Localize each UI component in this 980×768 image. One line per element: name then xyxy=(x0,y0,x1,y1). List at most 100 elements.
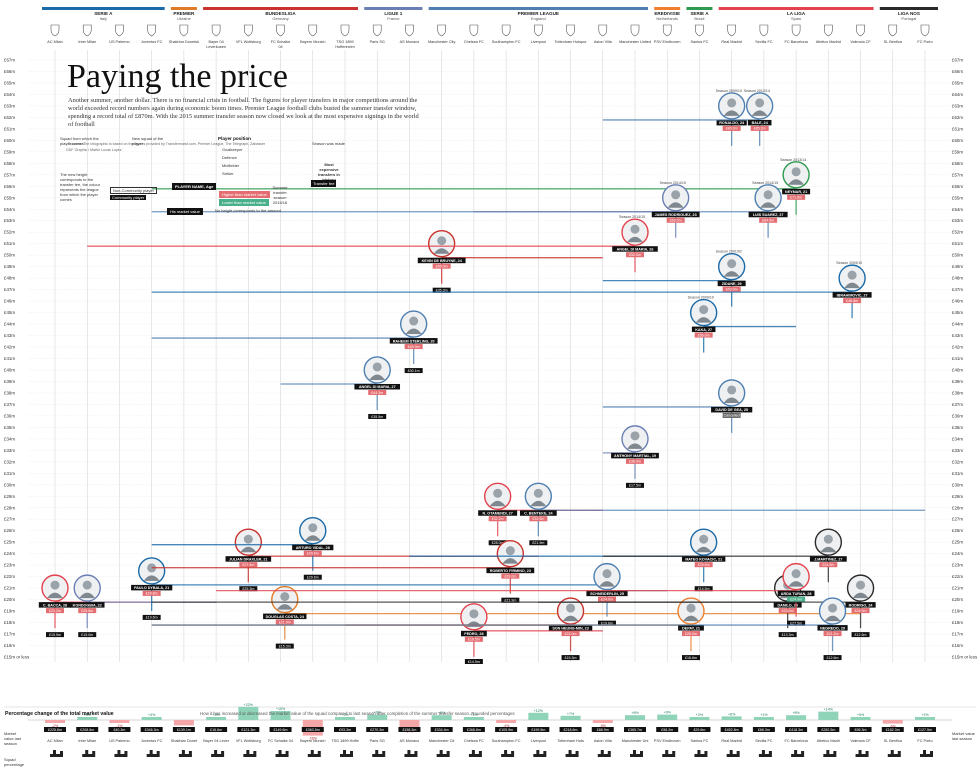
change-label: +8% xyxy=(631,711,639,715)
bottom-mv-label-right: Market value last season xyxy=(952,731,975,741)
change-label: +2% xyxy=(341,713,349,717)
bottom-mv-value: £452.8m xyxy=(725,728,739,732)
market-value-bg xyxy=(275,643,294,649)
y-tick-label: £26m xyxy=(4,528,15,533)
bottom-mv-bg xyxy=(44,727,66,732)
player-name-label: ZIDANE, 29 xyxy=(722,282,742,286)
change-bar xyxy=(850,717,871,720)
fee-label-bg xyxy=(851,608,870,614)
change-bar xyxy=(109,720,130,723)
fee-label-bg xyxy=(787,194,806,200)
club-crest-icon xyxy=(534,24,543,37)
y-tick-label: £28m xyxy=(4,505,15,510)
y-tick-label-right: £63m xyxy=(952,103,963,108)
player-name-bg xyxy=(817,625,848,631)
legend-community: Community player xyxy=(110,195,147,200)
club-name-bottom: Atletico Madri xyxy=(817,739,840,743)
y-tick-label-right: £30m xyxy=(952,482,963,487)
player-name-bg xyxy=(681,556,726,562)
fee-label: £29.6m xyxy=(307,552,319,556)
player-photo-body-icon xyxy=(369,374,386,380)
fee-label: £21.9m xyxy=(279,620,291,624)
player-name-label: KAKA, 27 xyxy=(695,328,712,332)
club-name-top: AC Milan xyxy=(47,40,62,44)
y-tick-label: £65m xyxy=(4,80,15,85)
market-value-label: £14.5m xyxy=(468,660,480,664)
season-label: Season 2009/10 xyxy=(688,296,714,300)
player-photo-head-icon xyxy=(699,534,709,544)
player-photo-head-icon xyxy=(533,488,543,498)
y-tick-label: £21m xyxy=(4,586,15,591)
fee-label-bg xyxy=(843,298,862,304)
player-photo-head-icon xyxy=(243,534,253,544)
club-crest-icon xyxy=(824,24,833,37)
fee-label: £49.0m xyxy=(408,345,420,349)
club-crest-icon xyxy=(791,24,801,37)
fee-label: £24.8m xyxy=(146,592,158,596)
change-bar xyxy=(592,720,613,723)
bottom-section-subtitle: How it has increased or decreased the ma… xyxy=(200,711,515,716)
club-crest-icon xyxy=(598,24,608,37)
fee-label: £71.6m xyxy=(790,196,802,200)
bottom-mv-value: £225.6m xyxy=(48,728,62,732)
league-country: Germany xyxy=(272,16,288,21)
change-bar xyxy=(141,717,162,720)
bottom-mv-bg xyxy=(108,727,131,732)
player-photo-body-icon xyxy=(79,592,96,599)
player-photo-head-icon xyxy=(469,609,479,619)
legend-non-community: Non-Community player xyxy=(110,187,157,194)
y-tick-label: £46m xyxy=(4,299,15,304)
player-photo-body-icon xyxy=(788,179,805,185)
y-tick-label-right: £42m xyxy=(952,345,963,350)
fee-label-bg xyxy=(626,252,644,258)
bottom-mv-value: £365.7m xyxy=(628,728,642,732)
fee-label: Cancelled xyxy=(724,414,740,418)
change-bar xyxy=(882,720,903,724)
y-tick-label: £38m xyxy=(4,390,15,395)
squad-icon xyxy=(501,750,515,757)
season-label: Season 2013/14 xyxy=(780,158,806,162)
bottom-mv-value: £418.3m xyxy=(789,728,803,732)
league-name: LA LIGA xyxy=(787,11,806,16)
player-photo-body-icon xyxy=(47,592,63,599)
y-tick-label-right: £59m xyxy=(952,149,963,154)
player-name-bg xyxy=(678,625,704,631)
legend-pos-1: Goalkeeper xyxy=(222,147,243,152)
squad-icon xyxy=(726,750,740,757)
player-name-label: JAMES RODRIGUEZ, 23 xyxy=(655,213,697,217)
club-name-bottom: TSG 1899 Hoffe xyxy=(331,739,358,743)
bottom-mv-bg xyxy=(172,727,195,732)
y-tick-label-right: £24m xyxy=(952,551,963,556)
change-bar xyxy=(721,716,742,720)
club-name-bottom: Bayer 04 Lever xyxy=(203,739,229,743)
fee-label: £56.0m xyxy=(698,333,710,337)
y-tick-label-right: £62m xyxy=(952,115,963,120)
player-name-bg xyxy=(691,326,716,333)
legend-higher-value: Higher than market value xyxy=(219,191,270,198)
bottom-mv-bg xyxy=(817,727,840,732)
change-bar xyxy=(625,715,645,720)
y-tick-label-right: £58m xyxy=(952,161,963,166)
player-name-label: JULIAN DRAXLER, 21 xyxy=(229,557,267,561)
bottom-mv-bg xyxy=(237,727,260,732)
market-value-bg xyxy=(404,368,423,374)
player-photo-body-icon xyxy=(788,581,805,587)
change-bar xyxy=(270,711,291,720)
club-name-top: Real Madrid xyxy=(721,40,741,44)
fee-label: £52.5m xyxy=(629,253,641,257)
club-name-bottom: SL Benfica xyxy=(884,739,903,743)
player-photo-head-icon xyxy=(50,580,60,590)
legend-squad-from: Squad from which the player comes xyxy=(60,136,99,146)
player-photo-head-icon xyxy=(82,580,92,590)
club-name-top: AS Monaco xyxy=(400,40,420,44)
market-value-label: £15.3m xyxy=(279,644,291,648)
club-crest-icon xyxy=(308,24,318,37)
market-value-bg xyxy=(46,632,64,638)
y-tick-label-right: £35m xyxy=(952,425,963,430)
club-name-top: SL Benfica xyxy=(884,40,903,44)
fee-label-bg xyxy=(303,550,322,556)
club-name-top: FC Porto xyxy=(917,40,932,44)
club-name-bottom: Santos FC xyxy=(690,739,708,743)
market-value-label: £30.1m xyxy=(408,369,420,373)
change-label: +22% xyxy=(244,703,254,707)
